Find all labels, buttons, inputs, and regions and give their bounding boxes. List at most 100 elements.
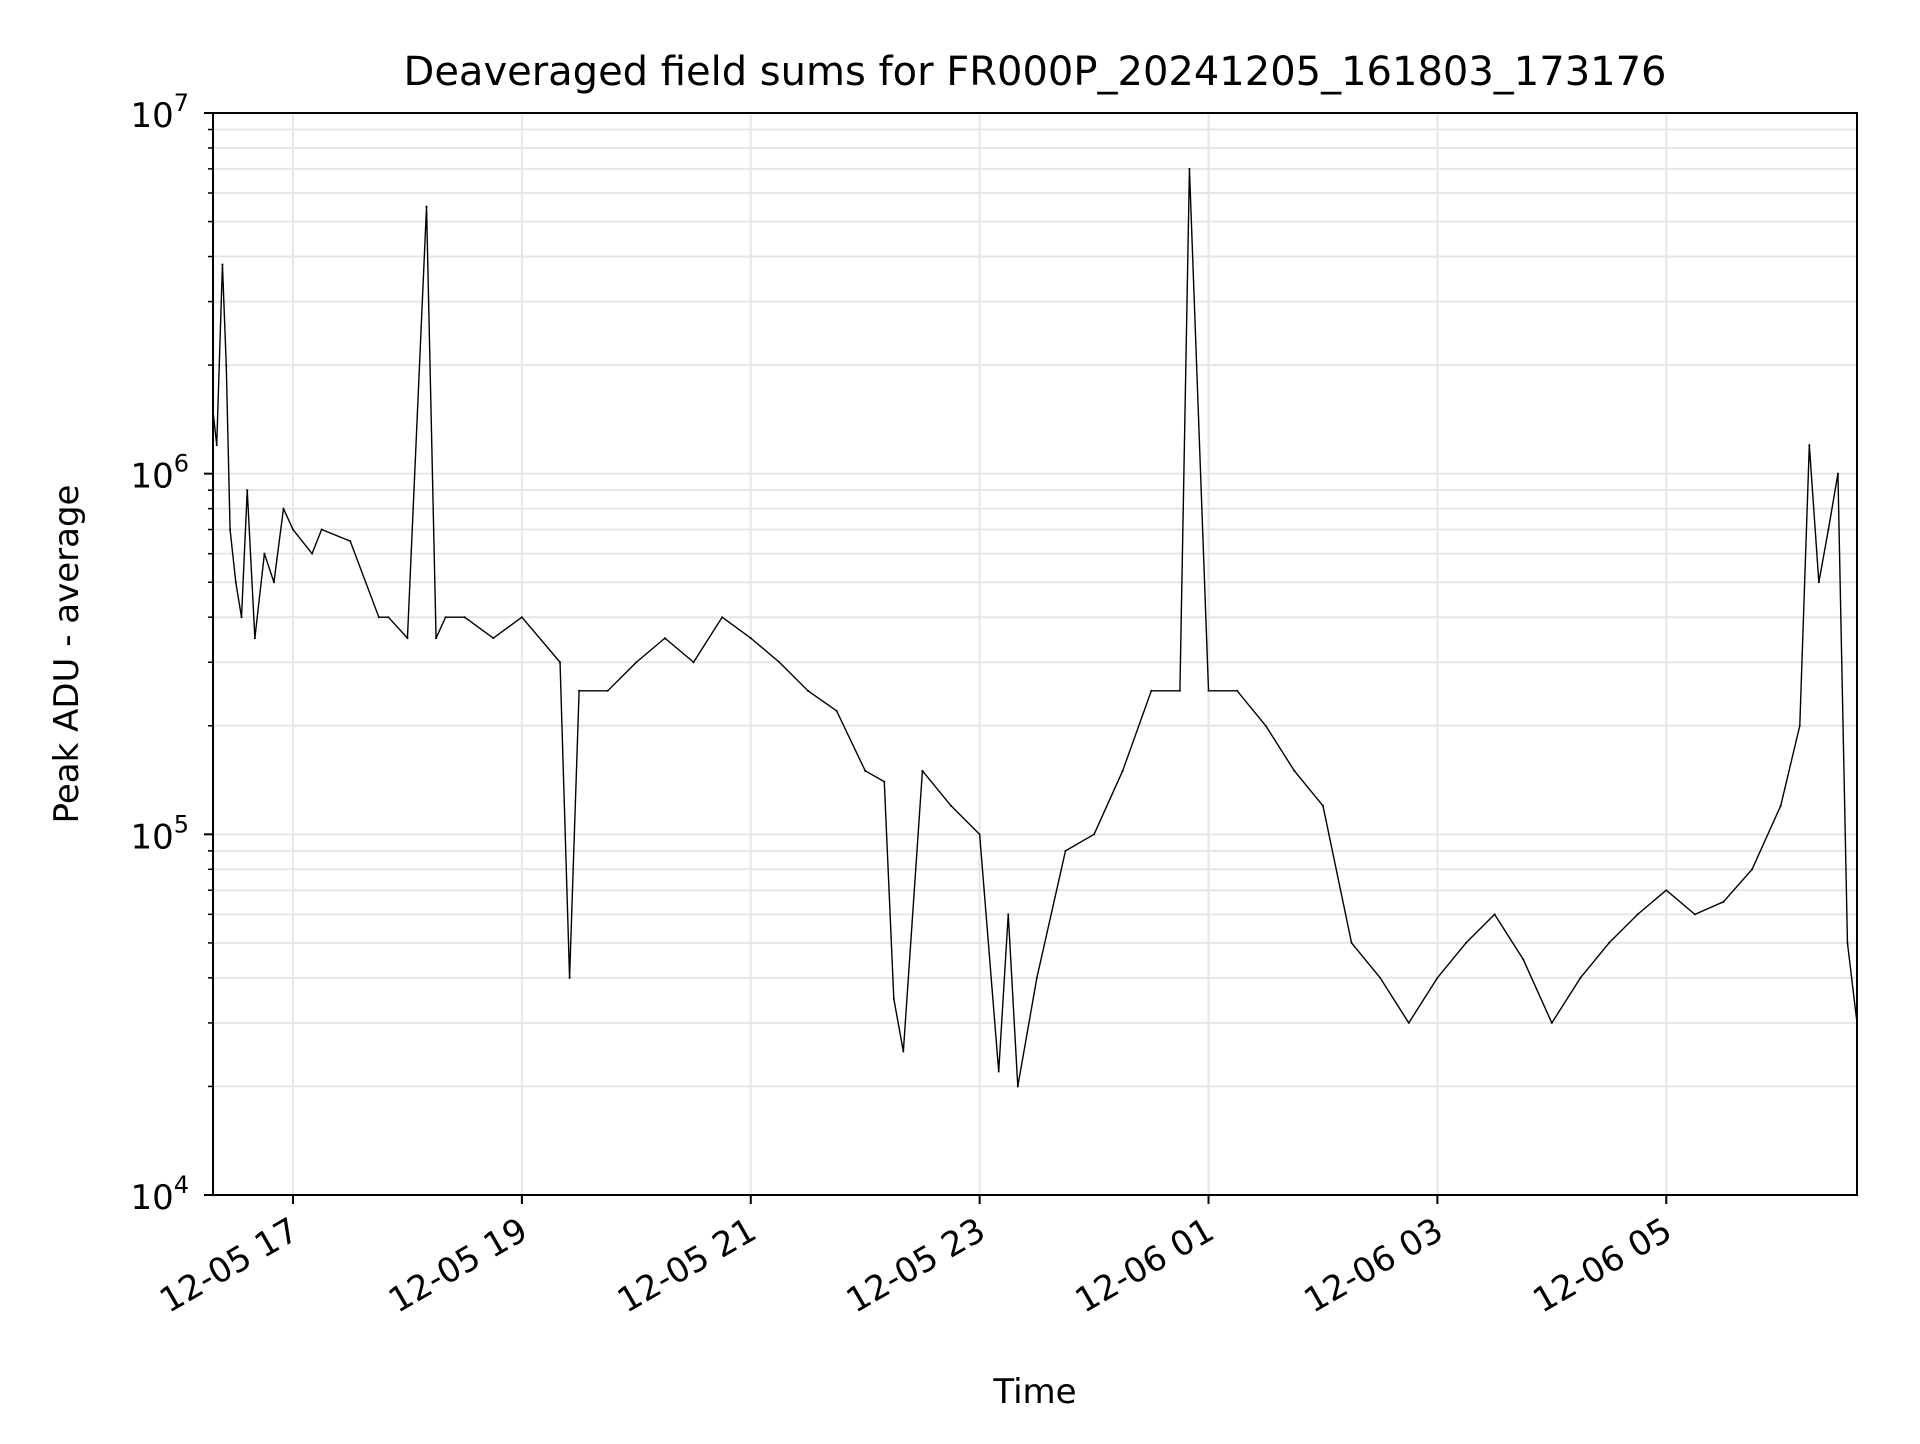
y-tick-label-exponent: 5: [174, 810, 189, 838]
data-point: [387, 616, 390, 619]
data-point: [892, 997, 895, 1000]
data-point: [1751, 868, 1754, 871]
data-point: [1016, 1085, 1019, 1088]
x-tick-label: 12-06 01: [1069, 1210, 1221, 1321]
data-point: [1093, 833, 1096, 836]
data-point: [221, 263, 224, 266]
data-point: [559, 661, 562, 664]
data-point: [1722, 900, 1725, 903]
y-tick-label-base: 10: [130, 457, 173, 497]
data-point: [1817, 581, 1820, 584]
data-point: [1064, 849, 1067, 852]
data-point: [997, 1070, 1000, 1073]
data-point: [292, 528, 295, 531]
grid-layer: [213, 112, 1857, 1196]
data-point: [1407, 1021, 1410, 1024]
data-point: [1121, 769, 1124, 772]
y-tick-label: 105: [130, 810, 189, 857]
data-point: [921, 769, 924, 772]
data-point: [1293, 769, 1296, 772]
data-point: [1150, 689, 1153, 692]
data-point: [835, 709, 838, 712]
data-point: [606, 689, 609, 692]
data-point: [253, 637, 256, 640]
data-point: [282, 507, 285, 510]
x-tick-label: 12-06 03: [1297, 1210, 1449, 1321]
data-point: [1436, 976, 1439, 979]
data-point: [663, 637, 666, 640]
data-point: [1493, 913, 1496, 916]
y-tick-label: 104: [130, 1171, 189, 1218]
data-point: [1693, 913, 1696, 916]
data-point: [215, 444, 218, 447]
data-point: [406, 637, 409, 640]
y-tick-label-exponent: 4: [174, 1171, 189, 1199]
data-point: [1178, 689, 1181, 692]
data-point: [234, 581, 237, 584]
data-point: [240, 616, 243, 619]
y-tick-label: 106: [130, 450, 189, 497]
data-point: [1035, 976, 1038, 979]
data-point: [1579, 976, 1582, 979]
data-point: [349, 540, 352, 543]
data-point: [1465, 941, 1467, 944]
data-point: [1522, 958, 1525, 961]
data-point: [435, 637, 438, 640]
x-tick-label: 12-05 21: [611, 1210, 763, 1321]
data-point: [749, 637, 752, 640]
data-point: [864, 769, 867, 772]
x-tick-label: 12-06 05: [1526, 1210, 1678, 1321]
data-point: [1321, 804, 1324, 807]
data-point: [1665, 889, 1668, 892]
data-point: [1550, 1021, 1553, 1024]
x-tick-label: 12-05 17: [153, 1210, 305, 1321]
data-point: [1379, 976, 1382, 979]
y-tick-label: 107: [130, 89, 189, 136]
data-point: [1636, 913, 1639, 916]
y-tick-label-base: 10: [130, 1178, 173, 1218]
data-point: [520, 616, 523, 619]
data-point: [568, 976, 571, 979]
data-point: [1264, 724, 1267, 727]
data-point: [1007, 913, 1010, 916]
data-point: [1608, 941, 1611, 944]
data-point: [978, 833, 981, 836]
data-point: [320, 528, 323, 531]
data-point: [463, 616, 466, 619]
data-point: [1798, 724, 1801, 727]
data-point: [1236, 689, 1239, 692]
x-tick-label: 12-05 23: [840, 1210, 992, 1321]
data-point: [883, 780, 886, 783]
data-point: [425, 205, 428, 208]
y-tick-label-base: 10: [130, 96, 173, 136]
series-line: [212, 168, 1858, 1088]
chart-title: Deaveraged field sums for FR000P_2024120…: [404, 49, 1667, 95]
data-point: [377, 616, 380, 619]
y-axis-label: Peak ADU - average: [47, 485, 87, 824]
data-point: [1827, 528, 1830, 531]
data-point: [1808, 444, 1811, 447]
data-point: [1188, 167, 1191, 170]
plot-area-frame: [212, 112, 1858, 1196]
x-tick-label: 12-05 19: [382, 1210, 534, 1321]
data-point: [635, 661, 638, 664]
data-point: [692, 661, 695, 664]
data-point: [492, 637, 495, 640]
data-point: [902, 1050, 905, 1053]
data-point: [246, 489, 249, 492]
data-point: [578, 689, 581, 692]
data-layer: [211, 167, 1858, 1088]
data-point: [225, 364, 228, 367]
data-point: [778, 661, 781, 664]
data-point: [272, 581, 275, 584]
data-point: [1836, 472, 1839, 475]
data-point: [229, 528, 232, 531]
x-axis-label: Time: [992, 1372, 1076, 1412]
y-tick-label-exponent: 7: [174, 89, 189, 117]
data-point: [721, 616, 724, 619]
data-point: [1779, 804, 1782, 807]
data-point: [950, 804, 953, 807]
